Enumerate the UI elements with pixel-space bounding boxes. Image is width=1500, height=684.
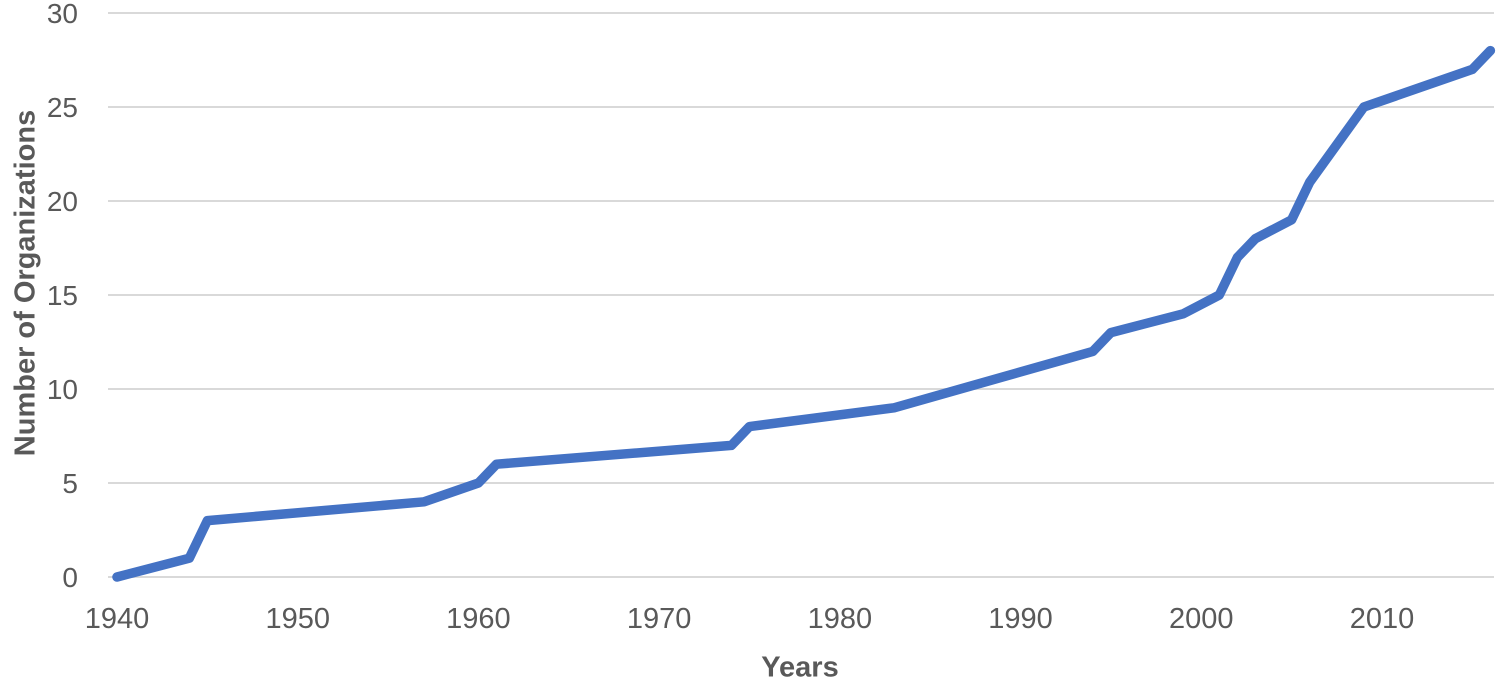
y-tick-label: 15 — [47, 280, 78, 311]
y-tick-label: 5 — [62, 468, 78, 499]
y-axis-title: Number of Organizations — [9, 109, 42, 457]
x-tick-label: 1940 — [85, 603, 150, 635]
x-axis-title: Years — [761, 651, 839, 684]
y-tick-label: 10 — [47, 374, 78, 405]
x-tick-label: 1980 — [808, 603, 873, 635]
data-series-line — [112, 45, 1496, 582]
x-tick-label: 1960 — [446, 603, 511, 635]
y-tick-label: 0 — [62, 562, 78, 593]
y-tick-label: 30 — [47, 0, 78, 29]
x-tick-label: 1970 — [627, 603, 692, 635]
y-tick-label: 20 — [47, 186, 78, 217]
y-tick-label: 25 — [47, 92, 78, 123]
x-tick-label: 1950 — [265, 603, 330, 635]
x-tick-label: 2010 — [1350, 603, 1415, 635]
x-tick-label: 2000 — [1169, 603, 1234, 635]
x-tick-label: 1990 — [988, 603, 1053, 635]
